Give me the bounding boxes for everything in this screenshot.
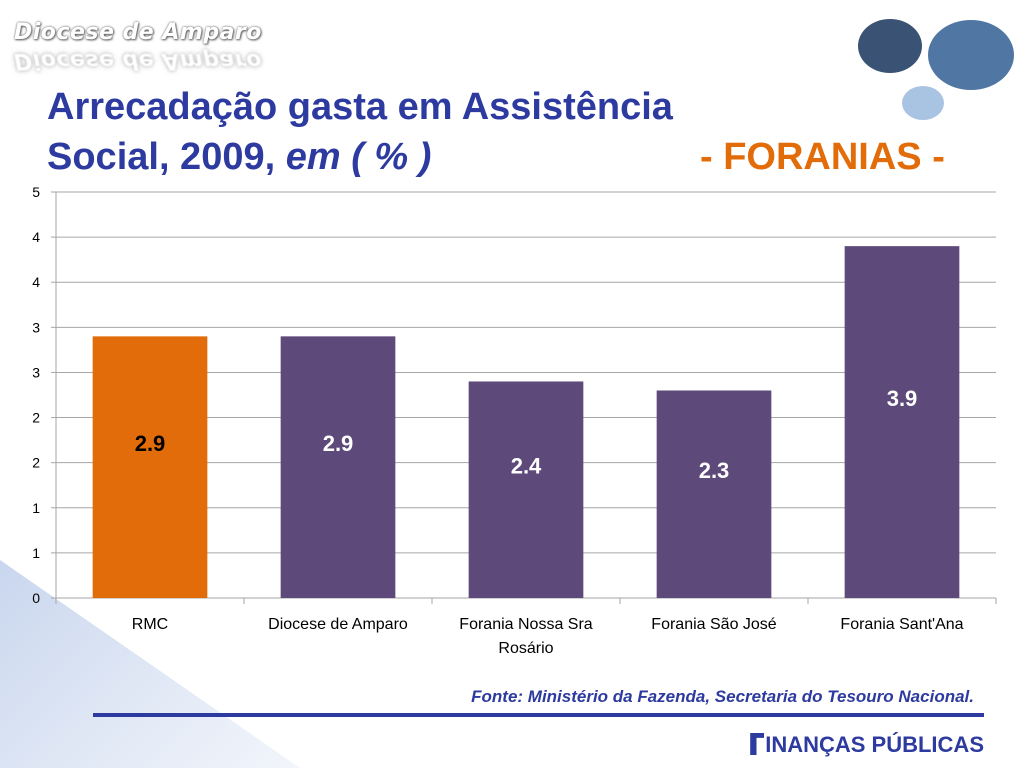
y-tick-label: 5	[32, 184, 40, 200]
footer-logo-icon	[750, 733, 765, 755]
data-label: 2.9	[323, 431, 354, 456]
x-tick-label: RMC	[132, 616, 168, 633]
y-tick-label: 4	[32, 229, 40, 245]
x-tick-label: Forania Nossa Sra	[459, 616, 592, 633]
x-tick-label: Diocese de Amparo	[268, 616, 408, 633]
footer-brand: INANÇAS PÚBLICAS	[750, 732, 984, 758]
bar	[280, 336, 396, 598]
x-tick-label: Forania Sant'Ana	[840, 616, 963, 633]
decor-circle-medium	[928, 20, 1014, 90]
y-tick-label: 0	[32, 590, 40, 606]
brand-logo: Diocese de Amparo Diocese de Amparo	[14, 20, 262, 73]
footer-rule	[93, 713, 984, 717]
bar	[656, 390, 772, 598]
title-line-1: Arrecadação gasta em Assistência	[47, 86, 673, 128]
y-tick-label: 1	[32, 500, 40, 516]
footer-brand-text: INANÇAS PÚBLICAS	[765, 732, 984, 757]
slide-title: Arrecadação gasta em Assistência Social,…	[47, 82, 673, 182]
y-tick-label: 3	[32, 319, 40, 335]
x-tick-label: Rosário	[498, 640, 553, 657]
decor-circle-light	[902, 86, 944, 120]
data-label: 2.4	[511, 454, 542, 479]
bar	[468, 381, 584, 598]
y-tick-label: 4	[32, 274, 40, 290]
brand-text: Diocese de Amparo	[14, 20, 262, 45]
title-foranias: - FORANIAS -	[700, 136, 945, 178]
title-line-2-text: Social, 2009,	[47, 136, 286, 178]
decor-circle-dark	[858, 19, 922, 73]
y-tick-label: 1	[32, 545, 40, 561]
x-tick-label: Forania São José	[651, 616, 777, 633]
data-label: 2.3	[699, 458, 730, 483]
title-unit: em ( % )	[285, 136, 432, 178]
data-label: 2.9	[135, 431, 166, 456]
y-tick-label: 2	[32, 410, 40, 426]
title-line-2: Social, 2009, em ( % )	[47, 132, 673, 182]
y-tick-label: 2	[32, 455, 40, 471]
bar	[92, 336, 208, 598]
y-tick-label: 3	[32, 364, 40, 380]
source-note: Fonte: Ministério da Fazenda, Secretaria…	[471, 687, 974, 706]
bar	[844, 246, 960, 598]
data-label: 3.9	[887, 386, 918, 411]
